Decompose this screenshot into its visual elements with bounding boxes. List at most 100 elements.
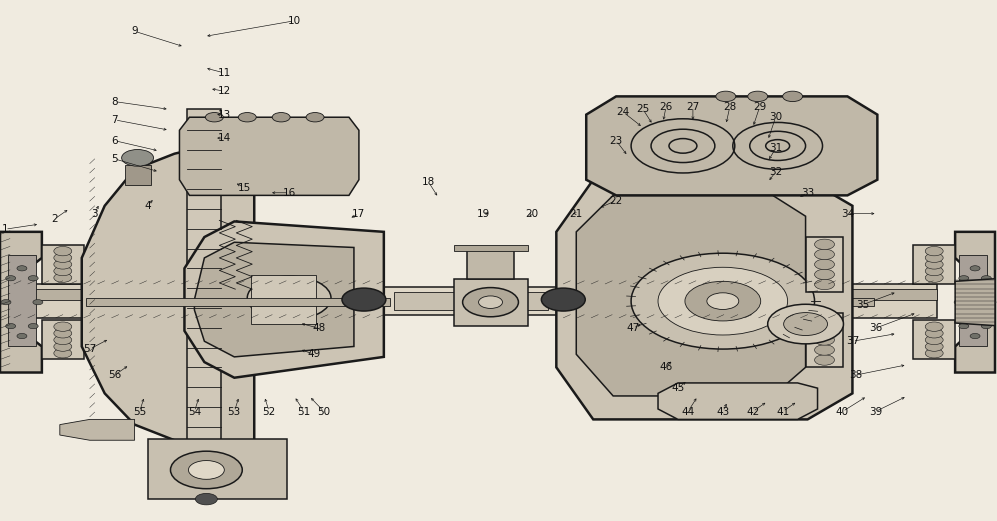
Circle shape (279, 293, 299, 303)
Bar (125, 165, 151, 185)
Polygon shape (60, 419, 135, 440)
Circle shape (658, 267, 788, 335)
Text: 18: 18 (422, 177, 436, 188)
Circle shape (54, 336, 72, 345)
Polygon shape (586, 96, 877, 195)
Text: 9: 9 (132, 26, 138, 36)
Polygon shape (955, 279, 995, 326)
Text: 43: 43 (716, 406, 730, 417)
Circle shape (815, 315, 834, 325)
Text: 22: 22 (609, 195, 623, 206)
Circle shape (247, 276, 331, 320)
Circle shape (815, 249, 834, 259)
Circle shape (959, 324, 969, 329)
Text: 28: 28 (723, 102, 737, 112)
Text: 40: 40 (835, 406, 849, 417)
Text: 54: 54 (187, 406, 201, 417)
Text: 4: 4 (145, 201, 151, 211)
Circle shape (669, 139, 697, 153)
Text: 48: 48 (312, 323, 326, 333)
Text: 16: 16 (282, 188, 296, 198)
Polygon shape (194, 242, 354, 357)
Circle shape (925, 336, 943, 345)
Bar (394, 292, 548, 310)
Circle shape (28, 276, 38, 281)
Text: 37: 37 (845, 336, 859, 346)
Bar (913, 320, 955, 359)
Circle shape (306, 113, 324, 122)
Circle shape (272, 113, 290, 122)
Text: 19: 19 (477, 208, 491, 219)
Circle shape (54, 329, 72, 338)
Text: 11: 11 (217, 68, 231, 78)
Circle shape (54, 322, 72, 331)
Circle shape (925, 273, 943, 282)
Text: 36: 36 (868, 323, 882, 333)
Text: 31: 31 (769, 143, 783, 154)
Bar (187, 109, 221, 477)
Text: 6: 6 (112, 135, 118, 146)
Circle shape (17, 266, 27, 271)
Circle shape (541, 288, 585, 311)
Circle shape (768, 304, 843, 344)
Circle shape (54, 253, 72, 263)
Circle shape (815, 325, 834, 335)
Text: 30: 30 (769, 112, 783, 122)
Circle shape (170, 451, 242, 489)
Text: 51: 51 (297, 406, 311, 417)
Bar (563, 289, 937, 300)
Circle shape (815, 335, 834, 345)
Bar (379, 287, 563, 315)
Text: 42: 42 (746, 406, 760, 417)
Circle shape (815, 345, 834, 355)
Text: 8: 8 (112, 96, 118, 107)
Circle shape (986, 300, 996, 305)
Circle shape (33, 300, 43, 305)
Text: 7: 7 (112, 115, 118, 125)
Circle shape (1, 300, 11, 305)
Bar (258, 153, 284, 173)
Bar (42, 320, 84, 359)
Circle shape (716, 91, 736, 102)
Text: 3: 3 (92, 208, 98, 219)
Polygon shape (955, 232, 995, 373)
Circle shape (205, 113, 223, 122)
Bar (0, 289, 379, 300)
Polygon shape (184, 221, 384, 378)
Circle shape (342, 288, 386, 311)
Bar (0, 284, 379, 318)
Circle shape (925, 349, 943, 358)
Circle shape (970, 266, 980, 271)
Circle shape (6, 276, 16, 281)
Circle shape (784, 313, 828, 336)
Polygon shape (179, 117, 359, 195)
Text: 1: 1 (2, 224, 8, 234)
Text: 47: 47 (626, 323, 640, 333)
Text: 17: 17 (352, 208, 366, 219)
Circle shape (54, 266, 72, 276)
Text: 21: 21 (569, 208, 583, 219)
Text: 23: 23 (609, 135, 623, 146)
Circle shape (815, 355, 834, 365)
Text: 10: 10 (287, 16, 301, 26)
Circle shape (255, 138, 287, 154)
Circle shape (925, 253, 943, 263)
Circle shape (954, 300, 964, 305)
Circle shape (959, 276, 969, 281)
Bar (42, 245, 84, 284)
Circle shape (750, 131, 806, 160)
Circle shape (195, 493, 217, 505)
Circle shape (238, 113, 256, 122)
Text: 50: 50 (317, 406, 331, 417)
Text: 49: 49 (307, 349, 321, 359)
Circle shape (707, 293, 739, 309)
Bar (467, 250, 514, 279)
Circle shape (263, 284, 315, 312)
Circle shape (54, 273, 72, 282)
Circle shape (748, 91, 768, 102)
Text: 39: 39 (868, 406, 882, 417)
Circle shape (54, 342, 72, 351)
Circle shape (783, 91, 803, 102)
Text: 38: 38 (848, 370, 862, 380)
Text: 14: 14 (217, 133, 231, 143)
